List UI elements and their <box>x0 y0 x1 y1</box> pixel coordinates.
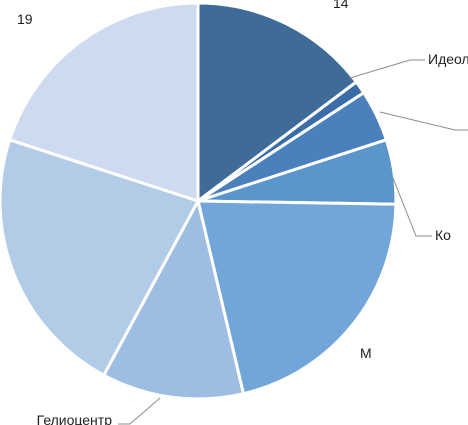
pie-slices <box>0 1 398 401</box>
leader-line-5 <box>118 397 161 425</box>
pie-slice-7 <box>7 1 200 204</box>
slice-label-5: Гелиоцентр <box>37 412 113 425</box>
slice-label-3: Ко <box>435 227 451 243</box>
pie-slice-4 <box>196 199 398 396</box>
slice-label-7: 19 <box>17 11 33 27</box>
slice-label-0: 14 <box>333 0 349 11</box>
slice-label-4: М <box>360 345 372 361</box>
leader-line-3 <box>392 177 432 237</box>
leader-line-1 <box>349 59 425 79</box>
leader-lines <box>118 59 468 425</box>
pie-slice-0 <box>196 1 359 205</box>
slice-label-1: Идеол <box>428 51 468 67</box>
pie-slice-6 <box>0 137 201 378</box>
leader-line-2 <box>379 111 468 131</box>
pie-slice-5 <box>101 196 246 401</box>
slice-labels: 14 Идеол Ко М Гелиоцентр 19 <box>17 0 468 425</box>
